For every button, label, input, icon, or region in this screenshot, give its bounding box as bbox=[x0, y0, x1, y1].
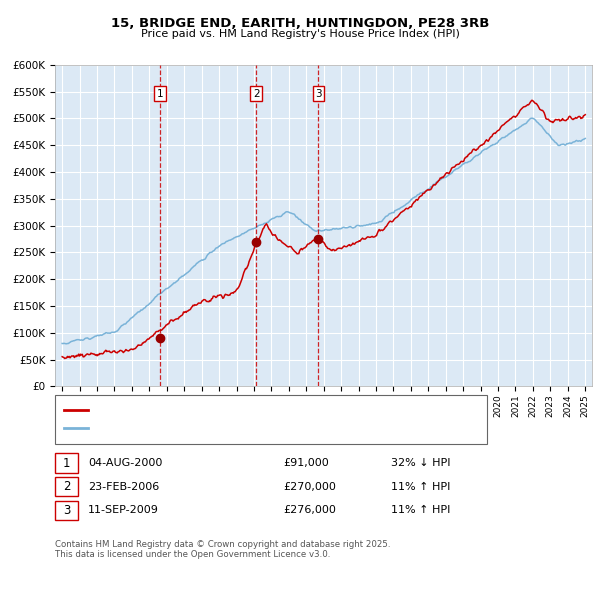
Text: 3: 3 bbox=[315, 89, 322, 99]
Text: Contains HM Land Registry data © Crown copyright and database right 2025.
This d: Contains HM Land Registry data © Crown c… bbox=[55, 540, 391, 559]
Text: 11-SEP-2009: 11-SEP-2009 bbox=[88, 506, 159, 515]
Text: 3: 3 bbox=[63, 504, 70, 517]
Text: Price paid vs. HM Land Registry's House Price Index (HPI): Price paid vs. HM Land Registry's House … bbox=[140, 29, 460, 38]
Text: 11% ↑ HPI: 11% ↑ HPI bbox=[391, 506, 451, 515]
Text: 32% ↓ HPI: 32% ↓ HPI bbox=[391, 458, 451, 468]
Text: 11% ↑ HPI: 11% ↑ HPI bbox=[391, 482, 451, 491]
Text: 15, BRIDGE END, EARITH, HUNTINGDON, PE28 3RB (detached house): 15, BRIDGE END, EARITH, HUNTINGDON, PE28… bbox=[93, 405, 433, 415]
Text: 1: 1 bbox=[157, 89, 163, 99]
Text: £91,000: £91,000 bbox=[283, 458, 329, 468]
Text: 1: 1 bbox=[63, 457, 70, 470]
Text: 2: 2 bbox=[63, 480, 70, 493]
Text: £276,000: £276,000 bbox=[283, 506, 336, 515]
Text: 04-AUG-2000: 04-AUG-2000 bbox=[88, 458, 163, 468]
Text: 2: 2 bbox=[253, 89, 260, 99]
Text: HPI: Average price, detached house, Huntingdonshire: HPI: Average price, detached house, Hunt… bbox=[93, 423, 355, 433]
Text: 23-FEB-2006: 23-FEB-2006 bbox=[88, 482, 160, 491]
Text: 15, BRIDGE END, EARITH, HUNTINGDON, PE28 3RB: 15, BRIDGE END, EARITH, HUNTINGDON, PE28… bbox=[111, 17, 489, 30]
Text: £270,000: £270,000 bbox=[283, 482, 336, 491]
